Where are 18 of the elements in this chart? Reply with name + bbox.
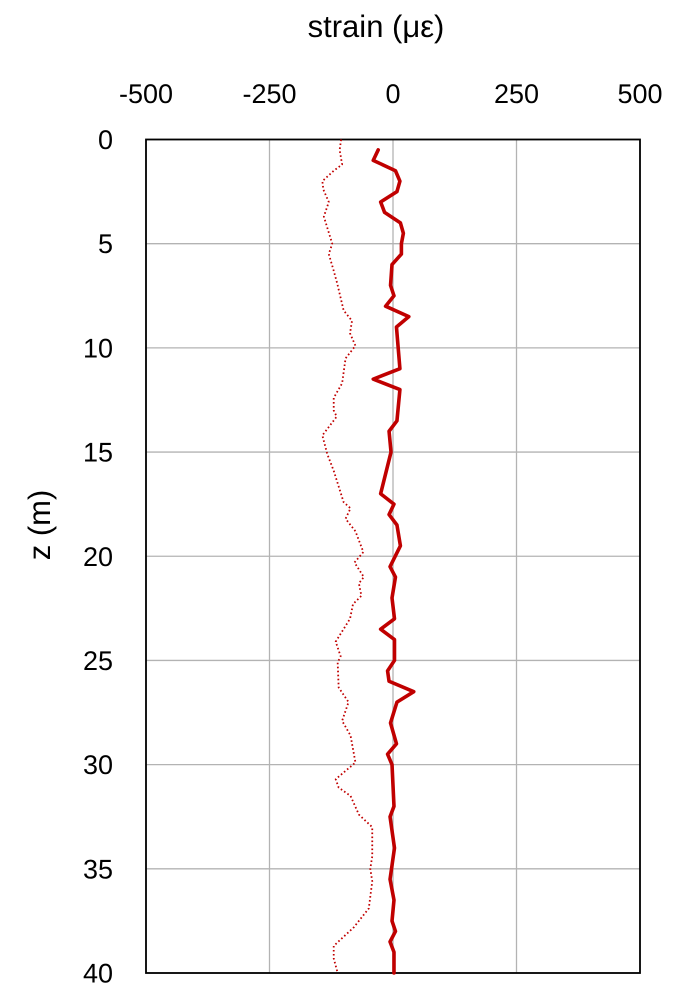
line-series [371,148,416,975]
x-tick-label: 250 [494,79,540,109]
y-tick-label: 40 [82,958,113,987]
x-axis-title: strain (με) [308,9,444,44]
y-tick-label: 0 [98,125,113,155]
x-tick-label: -500 [118,79,174,109]
x-tick-label: 500 [617,79,663,109]
y-tick-label: 35 [82,854,113,884]
x-tick-label: 0 [385,79,401,109]
y-tick-label: 20 [82,542,113,572]
y-tick-label: 10 [82,333,113,364]
y-tick-label: 25 [82,646,113,676]
x-tick-label: -250 [242,79,297,109]
y-tick-label: 15 [82,438,113,468]
y-tick-label: 5 [98,229,113,260]
line-series [321,138,374,974]
y-axis-title: z (m) [22,490,57,560]
y-tick-label: 30 [82,750,113,780]
